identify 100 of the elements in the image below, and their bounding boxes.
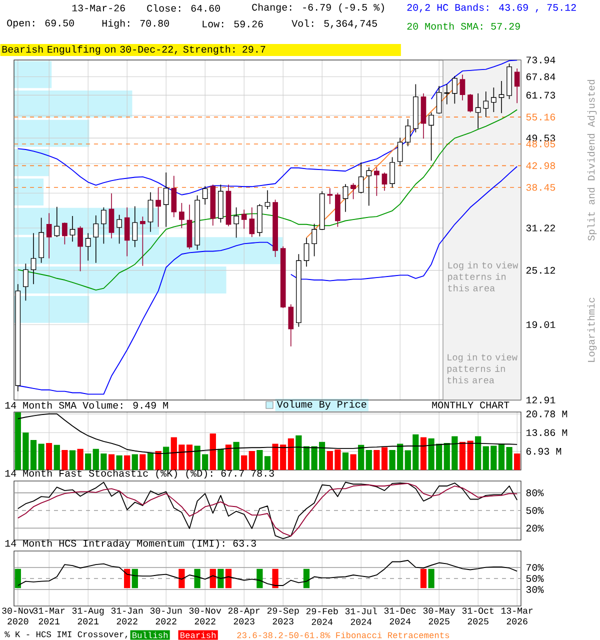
y-tick-label: 70% xyxy=(526,564,544,571)
bar xyxy=(241,455,248,470)
x-tick-label: 31-Aug 2021 xyxy=(72,608,104,624)
x-tick-label: 31-Dec 2024 xyxy=(384,608,416,624)
y-tick-label: 20% xyxy=(526,524,544,532)
candlestick xyxy=(475,92,481,129)
candlestick xyxy=(249,206,255,238)
candlestick xyxy=(468,94,473,113)
candlestick xyxy=(140,216,146,266)
candlestick xyxy=(390,156,395,188)
x-tick-label: 30-Jun 2022 xyxy=(150,608,182,624)
candlestick xyxy=(156,187,161,228)
candlestick xyxy=(452,76,458,104)
candlestick xyxy=(358,162,364,194)
legend-title: % K - HCS IMI Crossover, xyxy=(4,631,128,639)
candlestick xyxy=(312,223,317,257)
y-tick-label: 67.84 xyxy=(526,73,556,80)
candlestick xyxy=(30,232,36,285)
candlestick xyxy=(304,237,310,268)
line-series xyxy=(17,560,518,586)
x-tick-label: 31-Oct 2025 xyxy=(462,608,494,624)
bar xyxy=(459,442,466,470)
y-tick-label: 6.93 M xyxy=(526,448,562,455)
x-tick-label: 31-Jan 2022 xyxy=(111,608,143,624)
candlestick xyxy=(70,216,76,242)
candlestick xyxy=(350,182,356,200)
ref-line-label: 48.05 xyxy=(526,140,556,148)
text: MONTHLY CHART xyxy=(432,402,510,408)
y-tick-label: 12.91 xyxy=(526,396,556,404)
bar xyxy=(147,452,154,470)
candlestick xyxy=(132,206,138,248)
y-axis-title: Split and Dividend Adjusted xyxy=(587,80,597,241)
y-tick-label: 49.53 xyxy=(526,134,556,142)
candlestick xyxy=(498,80,504,114)
candlestick xyxy=(382,172,388,192)
bar xyxy=(77,448,84,470)
x-tick-label: 29-Feb 2024 xyxy=(306,608,338,625)
text: Vol: 5,364,745 xyxy=(292,20,377,29)
y-tick-label: 50% xyxy=(526,507,544,514)
x-tick-label: 30-Nov 2022 xyxy=(189,608,222,624)
x-tick-label: 31-Jul 2024 xyxy=(345,608,377,625)
series-label: 14 Month SMA Volume: 9.49 M xyxy=(5,401,168,409)
text: Change: -6.79 (-9.5 %) xyxy=(252,3,384,13)
candlestick xyxy=(397,137,403,166)
y-tick-label: 61.73 xyxy=(526,92,556,99)
x-tick-label: 13-Mar 2026 xyxy=(501,608,533,624)
bar xyxy=(140,454,146,470)
text: Logarithmic xyxy=(587,298,597,362)
bar xyxy=(467,440,474,470)
text: 23.6-38.2-50-61.8% Fibonacci Retracements xyxy=(237,632,450,638)
candlestick xyxy=(62,222,68,245)
candlestick xyxy=(374,167,380,196)
y-tick-label: 19.01 xyxy=(526,321,556,328)
candlestick xyxy=(342,184,348,212)
candlestick xyxy=(264,190,270,210)
chart-title: Bearish Engulfing on 30-Dec-22, Strength: 29.7 xyxy=(2,45,266,55)
bar xyxy=(14,61,52,88)
bar xyxy=(326,451,333,470)
text: Bullish xyxy=(132,632,168,638)
bar xyxy=(350,454,356,470)
x-tick-label: 28-Apr 2023 xyxy=(228,608,260,624)
ref-line-label: 42.98 xyxy=(526,162,556,170)
bar xyxy=(54,444,60,470)
text: 13-Mar-26 xyxy=(72,4,125,12)
legend-label: Volume By Price xyxy=(276,400,366,410)
x-tick-label: 30-Nov 2020 xyxy=(2,608,34,624)
bar xyxy=(233,442,240,470)
text: 20,2 HC Bands: 43.69 , 75.12 xyxy=(407,4,576,13)
candlestick xyxy=(78,226,83,272)
candlestick xyxy=(483,91,489,118)
y-tick-label: 73.94 xyxy=(526,56,556,64)
candlestick xyxy=(148,192,154,232)
y-tick-label: 13.86 M xyxy=(526,429,568,436)
candlestick xyxy=(491,87,496,112)
x-tick-label: 29-Sep 2023 xyxy=(267,608,299,624)
x-tick-label: 31-Mar 2021 xyxy=(33,608,65,624)
candlestick xyxy=(514,68,520,104)
candlestick xyxy=(23,263,28,302)
y-tick-label: 50% xyxy=(526,575,544,582)
bar xyxy=(14,178,44,206)
candlestick xyxy=(428,112,434,162)
candlestick xyxy=(241,209,247,230)
bar xyxy=(14,149,49,176)
bar xyxy=(288,438,294,470)
bar xyxy=(280,444,286,470)
bar xyxy=(14,90,132,118)
candlestick xyxy=(460,74,466,101)
text: High: 70.80 xyxy=(102,19,169,29)
ref-line-label: 55.16 xyxy=(526,114,556,120)
bar xyxy=(14,266,226,294)
text: 20 Month SMA: 57.29 xyxy=(407,22,520,30)
bar xyxy=(124,455,130,470)
candlestick xyxy=(171,175,177,218)
candlestick xyxy=(405,118,411,147)
candlestick xyxy=(366,167,372,206)
candlestick xyxy=(108,192,114,239)
candlestick xyxy=(85,232,91,262)
chart-title: 14 Month HCS Intraday Momentum (IMI): 63.3 xyxy=(5,539,256,549)
text: Bearish xyxy=(180,632,216,638)
annotation: Log in to view patterns in this area xyxy=(447,354,518,384)
